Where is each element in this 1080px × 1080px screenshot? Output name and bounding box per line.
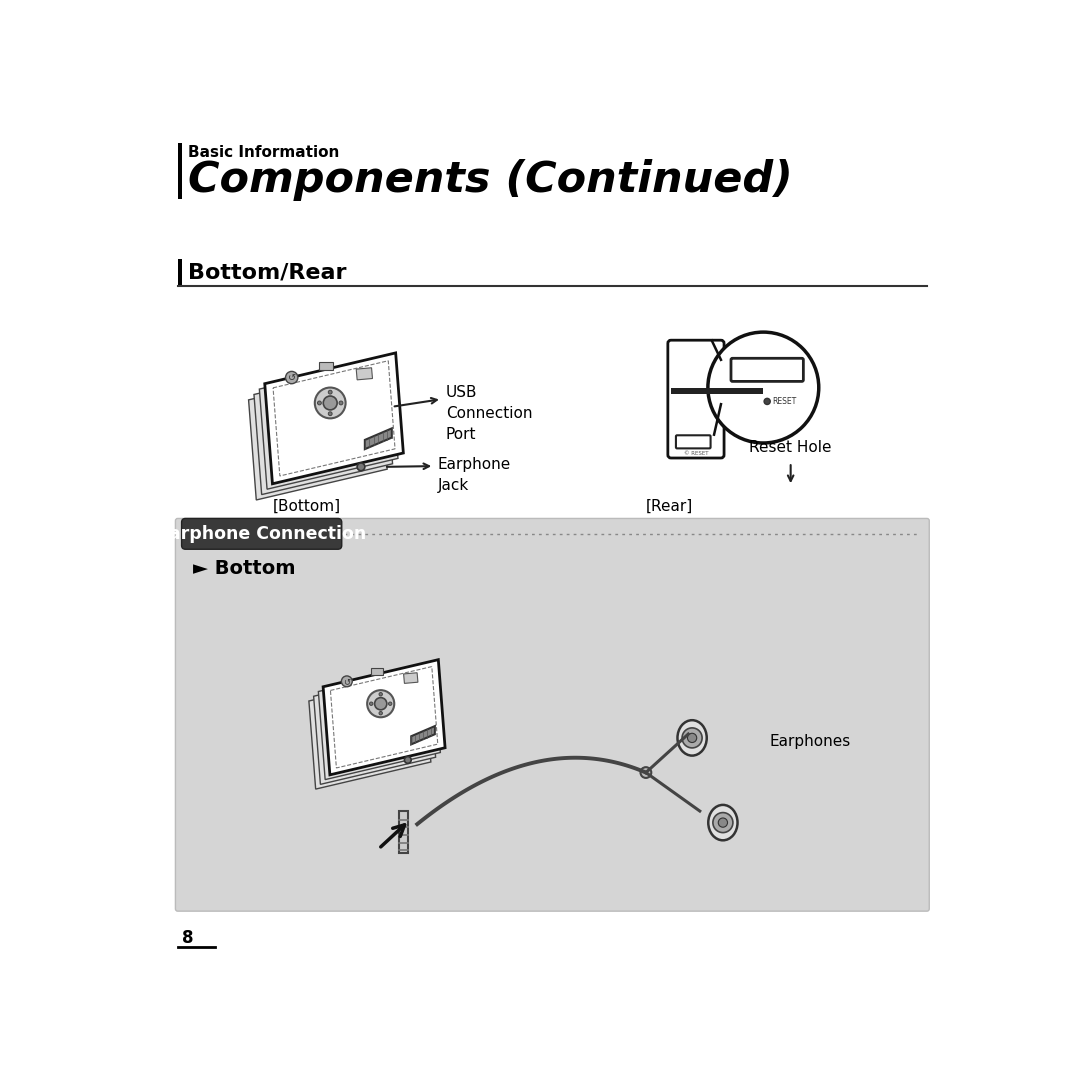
- Text: Earphone
Jack: Earphone Jack: [438, 457, 511, 492]
- Text: ↺: ↺: [287, 373, 296, 382]
- FancyBboxPatch shape: [676, 435, 711, 448]
- Text: 8: 8: [181, 929, 193, 947]
- Bar: [671, 388, 764, 394]
- Bar: [178, 144, 181, 199]
- FancyBboxPatch shape: [731, 359, 804, 381]
- Circle shape: [404, 757, 411, 764]
- Polygon shape: [248, 369, 387, 500]
- Polygon shape: [313, 670, 435, 784]
- Polygon shape: [365, 429, 392, 449]
- FancyBboxPatch shape: [175, 518, 929, 912]
- Text: © RESET: © RESET: [684, 451, 708, 456]
- Circle shape: [328, 411, 333, 416]
- Polygon shape: [319, 664, 441, 780]
- Circle shape: [683, 728, 702, 748]
- Polygon shape: [323, 660, 445, 774]
- Circle shape: [379, 712, 382, 715]
- Polygon shape: [265, 353, 403, 484]
- Ellipse shape: [708, 805, 738, 840]
- Circle shape: [285, 372, 298, 383]
- Circle shape: [341, 676, 352, 687]
- Circle shape: [764, 399, 770, 405]
- Circle shape: [328, 390, 333, 394]
- Circle shape: [718, 818, 728, 827]
- Text: Earphones: Earphones: [769, 734, 850, 750]
- Circle shape: [713, 812, 733, 833]
- Circle shape: [339, 401, 343, 405]
- FancyBboxPatch shape: [181, 518, 341, 550]
- Circle shape: [375, 698, 387, 710]
- Bar: [370, 667, 382, 675]
- Polygon shape: [254, 364, 392, 495]
- Text: ► Bottom: ► Bottom: [193, 559, 296, 578]
- Polygon shape: [259, 359, 397, 489]
- Polygon shape: [309, 674, 431, 789]
- Circle shape: [357, 463, 365, 471]
- Ellipse shape: [677, 720, 706, 756]
- Text: Reset Hole: Reset Hole: [750, 440, 832, 455]
- Bar: [319, 362, 333, 369]
- Text: RESET: RESET: [772, 397, 797, 406]
- Text: [Rear]: [Rear]: [646, 499, 693, 514]
- Text: ↺: ↺: [343, 677, 350, 686]
- Text: Components (Continued): Components (Continued): [188, 159, 793, 201]
- Text: USB
Connection
Port: USB Connection Port: [446, 386, 532, 442]
- Bar: [404, 673, 418, 684]
- Bar: [399, 811, 408, 853]
- Bar: [356, 368, 373, 380]
- Bar: [178, 259, 181, 285]
- Circle shape: [323, 396, 337, 410]
- Circle shape: [688, 733, 697, 743]
- Text: Basic Information: Basic Information: [188, 145, 339, 160]
- Text: Bottom/Rear: Bottom/Rear: [188, 262, 347, 282]
- Circle shape: [318, 401, 322, 405]
- Circle shape: [314, 388, 346, 418]
- Circle shape: [389, 702, 392, 705]
- Circle shape: [379, 692, 382, 696]
- Text: [Bottom]: [Bottom]: [272, 499, 340, 514]
- Circle shape: [367, 690, 394, 717]
- Text: Earphone Connection: Earphone Connection: [157, 525, 366, 543]
- Circle shape: [369, 702, 373, 705]
- Circle shape: [707, 333, 819, 443]
- Circle shape: [640, 767, 651, 778]
- Polygon shape: [411, 726, 435, 744]
- FancyBboxPatch shape: [667, 340, 724, 458]
